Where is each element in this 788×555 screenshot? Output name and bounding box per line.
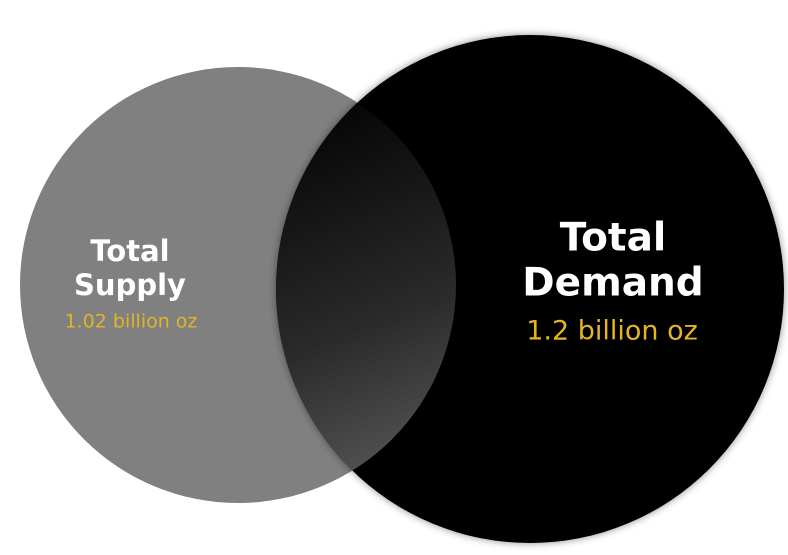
supply-title: Supply [74,268,186,302]
demand-title: Total [560,216,667,261]
overlap-region [276,67,456,503]
supply-amount: 1.02 billion oz [65,311,198,333]
overlap [276,67,456,503]
demand-amount: 1.2 billion oz [526,316,698,347]
supply-title: Total [90,234,169,268]
demand-title: Demand [522,261,703,306]
